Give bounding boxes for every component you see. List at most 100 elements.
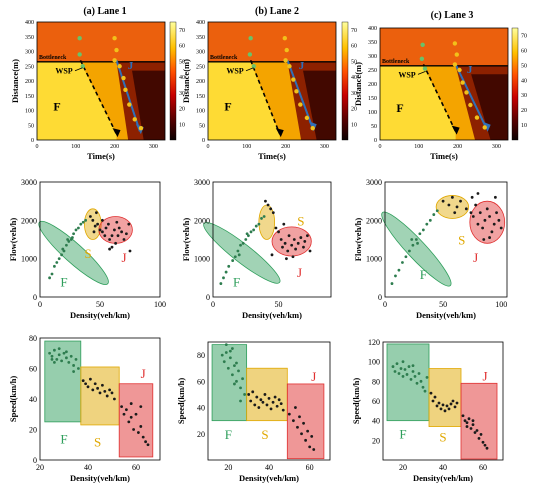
black-data-point — [310, 435, 314, 438]
plot-frame — [384, 181, 508, 298]
black-data-point — [271, 400, 275, 404]
y-tick-label: 60 — [372, 397, 380, 406]
x-tick-label: 20 — [36, 463, 44, 472]
region-label-j: J — [311, 369, 316, 384]
green-data-point — [411, 370, 415, 373]
y-tick-label: 400 — [196, 20, 205, 26]
green-data-point — [397, 372, 401, 375]
y-axis-label: Flow(veh/h) — [8, 218, 18, 262]
black-data-point — [122, 238, 126, 241]
green-data-point — [235, 379, 238, 383]
colorbar-tick-label: 10 — [351, 122, 357, 128]
green-data-point — [74, 228, 78, 232]
black-data-point — [279, 238, 283, 241]
black-data-point — [437, 401, 441, 405]
green-data-point — [72, 370, 75, 373]
free-flow-region — [208, 61, 280, 141]
y-tick-label: 40 — [29, 395, 37, 404]
x-tick-label: 0 — [207, 144, 210, 150]
yellow-marker-dot — [464, 90, 469, 95]
x-tick-label: 20 — [399, 463, 407, 472]
black-data-point — [93, 224, 97, 228]
black-data-point — [101, 383, 104, 387]
x-tick-label: 40 — [84, 463, 92, 472]
x-tick-label: 300 — [492, 144, 501, 150]
green-data-point — [72, 232, 75, 236]
y-tick-label: 300 — [25, 50, 34, 56]
black-data-point — [92, 230, 96, 234]
y-tick-label: 0 — [33, 456, 37, 465]
wsp-label: WSP — [226, 67, 243, 76]
green-data-point — [231, 373, 234, 377]
y-tick-label: 20 — [372, 436, 380, 445]
black-data-point — [282, 222, 286, 226]
x-axis-label: Density(veh/km) — [416, 310, 476, 320]
yellow-marker-dot — [282, 36, 287, 41]
y-tick-label: 1000 — [21, 255, 37, 264]
region-label-s: S — [297, 213, 304, 228]
plot-frame — [207, 341, 331, 461]
colorbar-tick-label: 60 — [521, 48, 527, 54]
black-data-point — [104, 226, 108, 230]
black-data-point — [270, 253, 274, 257]
green-marker-dot — [422, 66, 428, 71]
y-tick-label: 0 — [374, 138, 377, 144]
region-f — [44, 340, 82, 423]
green-marker-dot — [247, 52, 253, 57]
region-f — [211, 344, 248, 422]
green-data-point — [252, 228, 256, 232]
colorbar — [169, 21, 177, 141]
region-s — [246, 367, 288, 422]
black-data-point — [453, 211, 457, 215]
green-data-point — [409, 377, 413, 381]
black-data-point — [469, 211, 473, 215]
black-data-point — [132, 428, 136, 431]
black-data-point — [477, 436, 481, 440]
green-data-point — [55, 261, 59, 264]
green-data-point — [413, 375, 417, 378]
green-data-point — [237, 253, 241, 257]
x-tick-label: 40 — [439, 463, 447, 472]
black-data-point — [84, 382, 87, 386]
wsp-pointer — [417, 71, 426, 75]
green-data-point — [417, 372, 421, 375]
plot-area — [40, 182, 160, 297]
black-data-point — [93, 382, 97, 386]
x-tick-label: 200 — [453, 144, 462, 150]
y-tick-label: 350 — [368, 40, 377, 46]
black-data-point — [105, 394, 109, 398]
green-marker-dot — [420, 42, 425, 47]
y-axis-label: Flow(veh/h) — [353, 218, 363, 262]
jam-label: J — [299, 60, 305, 72]
black-data-point — [122, 412, 126, 416]
black-data-point — [449, 402, 453, 406]
panel-title: (b) Lane 2 — [255, 6, 299, 17]
heatmap-panel-3: Bottleneck J WSP F 0 100 200 300 0 50 100 150 200 250… — [353, 10, 527, 161]
yellow-marker-dot — [294, 89, 299, 94]
yellow-marker-dot — [117, 64, 122, 69]
region-label-f: F — [399, 426, 406, 441]
green-data-point — [435, 209, 439, 213]
green-data-point — [233, 364, 236, 367]
black-data-point — [91, 218, 95, 222]
black-data-point — [306, 234, 309, 238]
y-tick-label: 2000 — [21, 216, 37, 225]
black-data-point — [273, 395, 277, 399]
green-data-point — [231, 259, 235, 262]
black-data-point — [296, 425, 299, 429]
yellow-marker-dot — [474, 115, 480, 120]
x-tick-label: 50 — [439, 300, 447, 309]
y-tick-label: 200 — [25, 79, 34, 85]
green-data-point — [222, 360, 226, 364]
black-data-point — [267, 396, 271, 400]
green-data-point — [425, 222, 429, 226]
green-data-point — [415, 381, 419, 385]
y-tick-label: 250 — [196, 64, 205, 70]
region-label-s: S — [458, 233, 465, 248]
green-data-point — [53, 361, 56, 364]
green-data-point — [423, 389, 427, 393]
green-data-point — [57, 347, 61, 351]
yellow-marker-dot — [310, 126, 315, 131]
black-data-point — [495, 211, 498, 215]
x-tick-label: 60 — [132, 463, 140, 472]
